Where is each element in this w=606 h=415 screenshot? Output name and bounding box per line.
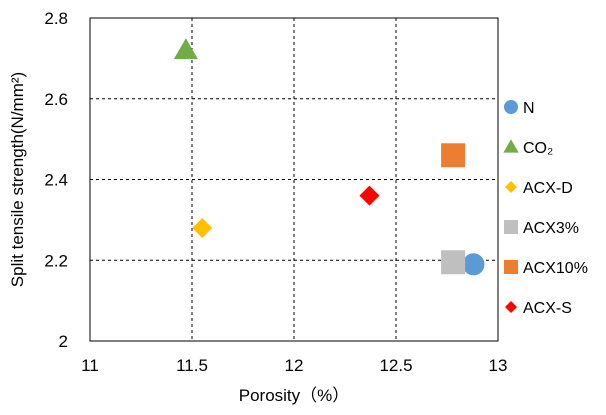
legend-marker xyxy=(505,181,517,193)
y-tick-label: 2.2 xyxy=(44,251,68,270)
x-tick-label: 11.5 xyxy=(176,356,208,375)
legend-marker xyxy=(504,260,518,274)
legend-marker xyxy=(505,301,517,313)
legend-item: CO₂ xyxy=(503,139,553,157)
plot-area xyxy=(89,17,499,342)
legend-label: CO₂ xyxy=(523,140,553,157)
legend-label: ACX-S xyxy=(523,300,572,317)
x-tick-label: 12 xyxy=(285,356,304,375)
legend-label: ACX-D xyxy=(523,180,573,197)
data-point-acx-d xyxy=(192,217,213,238)
legend-item: N xyxy=(504,100,535,117)
legend-marker xyxy=(504,220,518,234)
legend-marker xyxy=(504,100,518,114)
grid-lines xyxy=(90,18,498,341)
x-tick-label: 12.5 xyxy=(379,356,412,375)
legend-marker xyxy=(503,139,519,153)
y-tick-label: 2 xyxy=(59,332,68,351)
legend-label: ACX3% xyxy=(523,220,579,237)
legend-label: N xyxy=(523,100,535,117)
legend-item: ACX10% xyxy=(504,260,588,277)
legend-item: ACX-S xyxy=(505,300,572,317)
legend-label: ACX10% xyxy=(523,260,588,277)
data-point-acx3- xyxy=(441,250,466,275)
data-markers xyxy=(173,38,485,276)
data-point-acx-s xyxy=(359,185,380,206)
x-tick-label: 13 xyxy=(489,356,508,375)
data-point-acx10- xyxy=(441,143,466,168)
x-axis-title: Porosity（%） xyxy=(239,386,350,405)
legend-item: ACX-D xyxy=(505,180,573,197)
legend: N CO₂ ACX-D ACX3% ACX10% ACX-S xyxy=(503,100,588,317)
legend-item: ACX3% xyxy=(504,220,579,237)
tick-labels: 2 2.2 2.4 2.6 2.8 11 11.5 12 12.5 13 xyxy=(44,9,507,375)
data-point-n xyxy=(462,253,485,276)
data-point-co- xyxy=(173,38,198,60)
y-tick-label: 2.4 xyxy=(44,171,68,190)
y-axis-title: Split tensile strength(N/mm²) xyxy=(8,72,27,287)
y-tick-label: 2.8 xyxy=(44,9,68,28)
y-tick-label: 2.6 xyxy=(44,90,68,109)
x-tick-label: 11 xyxy=(81,356,99,375)
